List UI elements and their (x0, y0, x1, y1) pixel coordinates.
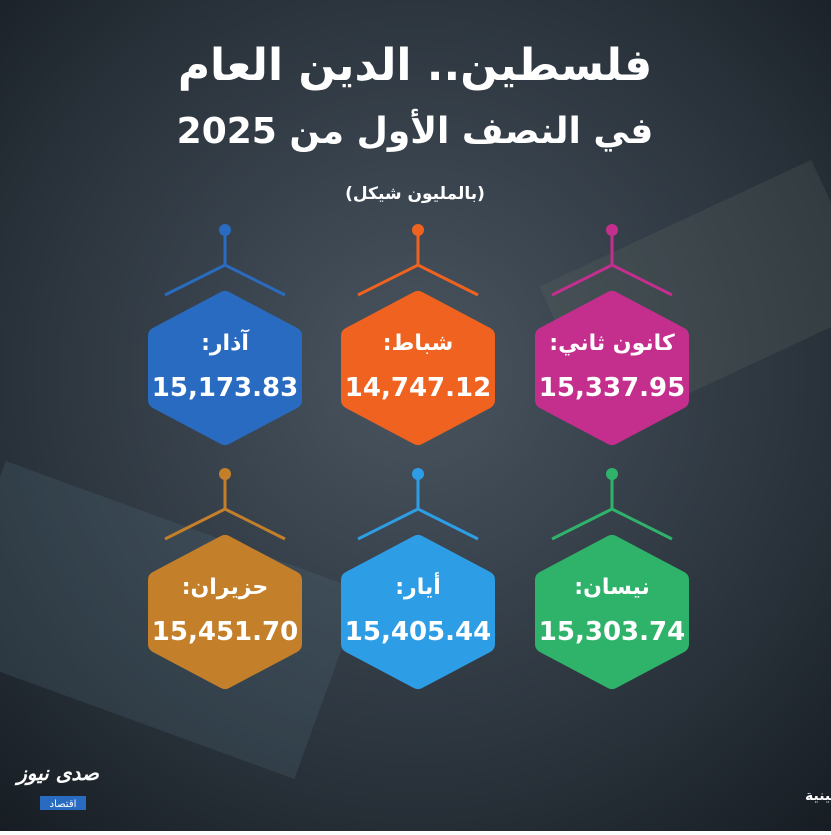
hexagon (148, 535, 302, 689)
month-label: نيسان: (574, 575, 649, 600)
month-label: كانون ثاني: (549, 331, 675, 356)
connector (357, 263, 479, 297)
logo: صدى نيوز (14, 761, 100, 786)
hexagon (535, 291, 689, 445)
logo-sub: اقتصاد (50, 799, 77, 810)
hexagon (148, 291, 302, 445)
logo-badge (40, 796, 86, 810)
hexagon (535, 535, 689, 689)
month-label: أيار: (395, 571, 441, 600)
value-label: 15,303.74 (539, 617, 685, 647)
source: المصدر: وزارة المالية الفلسطينية (805, 788, 831, 804)
value-label: 15,451.70 (152, 617, 298, 647)
hexagon (341, 535, 495, 689)
connector (357, 507, 479, 541)
connector (164, 263, 286, 297)
value-label: 15,337.95 (539, 373, 685, 403)
value-label: 15,173.83 (152, 373, 298, 403)
month-label: شباط: (383, 331, 454, 356)
subtitle: في النصف الأول من 2025 (177, 108, 654, 152)
unit-label: (بالمليون شيكل) (345, 184, 485, 204)
hexagon (341, 291, 495, 445)
title: فلسطين.. الدين العام (178, 40, 652, 91)
connector (551, 263, 673, 297)
value-label: 15,405.44 (345, 617, 491, 647)
month-label: حزيران: (182, 575, 269, 600)
connector (551, 507, 673, 541)
month-label: آذار: (201, 328, 249, 356)
connector (164, 507, 286, 541)
value-label: 14,747.12 (345, 373, 491, 403)
